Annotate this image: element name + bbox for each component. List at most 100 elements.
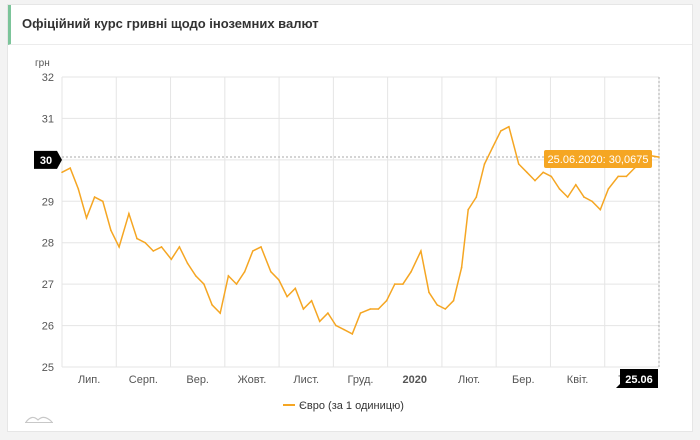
data-point: [318, 320, 321, 323]
data-point: [351, 333, 354, 335]
data-point: [327, 312, 329, 314]
y-tick-label: 31: [42, 113, 54, 125]
data-point: [227, 275, 230, 277]
x-tick-label: Лют.: [458, 374, 480, 386]
current-value-badge: 30: [34, 150, 62, 169]
data-point: [508, 125, 510, 128]
x-tick-label: Вер.: [186, 374, 209, 386]
data-point: [178, 246, 181, 248]
data-point: [102, 200, 104, 203]
y-tick-labels: 25 26 27 28 29 30 31 32: [42, 72, 54, 374]
data-point: [128, 212, 130, 215]
data-point: [460, 266, 463, 269]
card-header: Офіційний курс гривні щодо іноземних вал…: [8, 5, 692, 45]
data-point: [436, 304, 439, 306]
legend-label-euro[interactable]: Євро (за 1 одиницю): [299, 400, 404, 412]
x-tick-label: Груд.: [348, 374, 374, 386]
x-tick-label: Лип.: [78, 374, 100, 386]
data-point: [467, 208, 470, 211]
data-point: [195, 275, 197, 277]
data-point: [110, 229, 112, 232]
data-point: [186, 262, 189, 265]
data-point: [607, 188, 610, 190]
y-tick-label: 32: [42, 72, 54, 84]
data-point: [617, 175, 619, 178]
data-point: [658, 156, 660, 158]
data-point: [526, 171, 528, 174]
data-point: [566, 196, 569, 198]
page-title: Офіційний курс гривні щодо іноземних вал…: [22, 16, 319, 31]
data-point: [359, 312, 362, 314]
data-point: [203, 283, 205, 285]
chart-logo-icon: [25, 416, 53, 423]
data-point: [270, 270, 272, 273]
data-point: [343, 328, 346, 331]
x-tick-label: Квіт.: [567, 374, 589, 386]
x-tick-label: Лист.: [293, 374, 319, 386]
data-point: [286, 295, 288, 298]
data-point: [444, 308, 447, 310]
data-point: [69, 167, 71, 169]
x-axis-end-label: 25.06: [625, 374, 653, 386]
series-points: [61, 125, 660, 335]
tooltip-box: [544, 150, 652, 168]
data-point: [402, 283, 404, 285]
data-point: [475, 196, 478, 198]
data-point: [625, 175, 628, 178]
data-point: [93, 196, 96, 198]
tooltip: 25.06.2020: 30,0675: [544, 150, 652, 168]
data-point: [294, 287, 297, 290]
data-point: [452, 299, 455, 302]
data-point: [410, 270, 412, 273]
data-point: [583, 196, 585, 198]
data-point: [377, 308, 380, 310]
data-point: [160, 246, 163, 248]
data-point: [211, 304, 213, 306]
chart-card: Офіційний курс гривні щодо іноземних вал…: [7, 4, 693, 432]
y-tick-label: 26: [42, 321, 54, 333]
x-tick-label: Бер.: [512, 374, 535, 386]
data-point: [385, 299, 388, 302]
y-tick-label: 29: [42, 196, 54, 208]
tooltip-text: 25.06.2020: 30,0675: [548, 154, 649, 166]
data-point: [500, 130, 502, 132]
data-point: [575, 183, 577, 186]
data-point: [252, 250, 254, 252]
x-tick-label: 2020: [403, 374, 427, 386]
data-point: [77, 188, 80, 190]
data-point: [483, 163, 486, 165]
legend[interactable]: Євро (за 1 одиницю): [283, 400, 404, 412]
data-point: [558, 188, 561, 190]
grid-lines: [61, 76, 660, 368]
data-point: [517, 163, 520, 165]
data-point: [394, 283, 396, 285]
data-point: [302, 308, 305, 310]
data-point: [599, 208, 602, 211]
data-point: [550, 175, 553, 178]
data-point: [534, 179, 536, 182]
data-point: [542, 171, 544, 174]
data-point: [278, 279, 280, 281]
data-point: [420, 250, 422, 252]
data-point: [369, 308, 372, 310]
data-point: [591, 200, 593, 203]
current-value-badge-text: 30: [40, 155, 52, 167]
data-point: [491, 146, 494, 149]
data-point: [310, 299, 313, 302]
data-point: [118, 246, 120, 248]
y-tick-label: 28: [42, 238, 54, 250]
data-point: [235, 283, 238, 285]
data-point: [219, 312, 221, 314]
data-point: [61, 171, 63, 174]
data-point: [85, 217, 88, 219]
data-point: [170, 258, 173, 261]
data-point: [335, 324, 337, 327]
data-point: [243, 270, 246, 273]
y-tick-label: 27: [42, 279, 54, 291]
data-point: [428, 291, 430, 294]
y-axis-label: грн: [35, 58, 50, 69]
data-point: [136, 237, 138, 240]
data-point: [144, 241, 146, 244]
x-tick-labels: Лип. Серп. Вер. Жовт. Лист. Груд. 2020 Лют. Бер.…: [78, 374, 646, 386]
